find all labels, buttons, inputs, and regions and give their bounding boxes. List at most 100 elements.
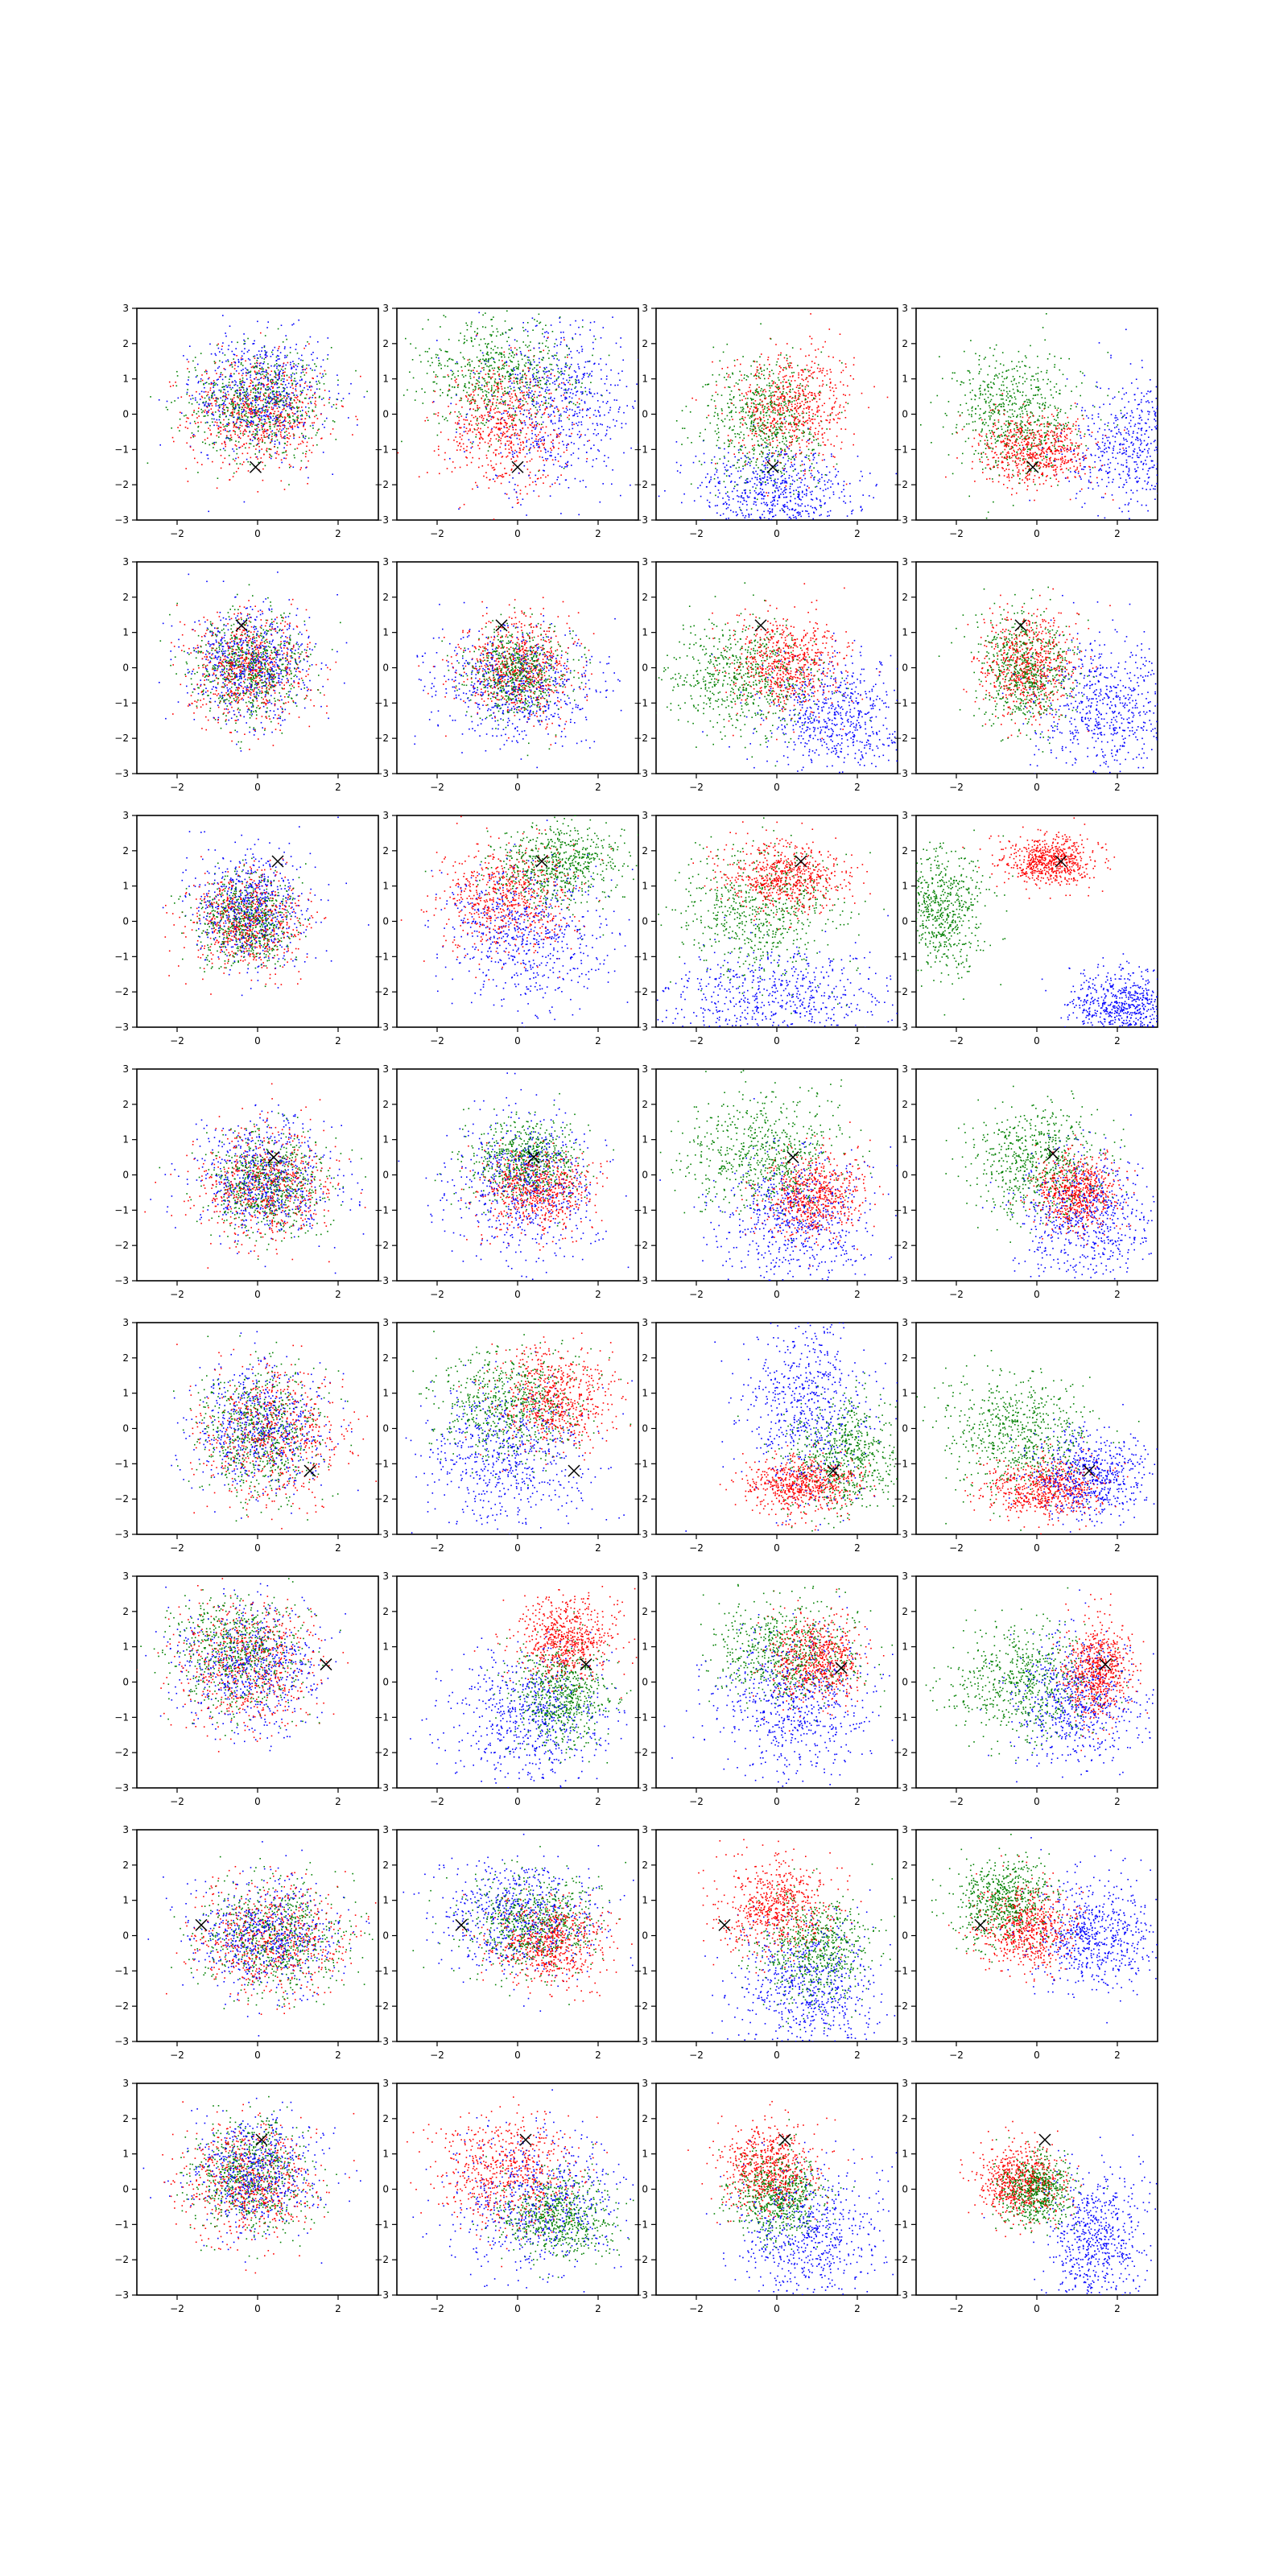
scatter-point-green: [287, 398, 288, 399]
scatter-point-green: [234, 409, 236, 411]
scatter-point-blue: [255, 402, 257, 403]
scatter-point-red: [245, 407, 246, 408]
scatter-point-green: [285, 443, 287, 444]
scatter-point-green: [541, 417, 543, 419]
scatter-point-blue: [586, 394, 588, 396]
scatter-point-blue: [505, 493, 506, 494]
scatter-point-green: [762, 405, 764, 407]
scatter-point-blue: [279, 393, 281, 394]
scatter-point-blue: [233, 421, 234, 423]
scatter-point-red: [555, 482, 556, 484]
scatter-point-blue: [245, 343, 246, 345]
scatter-point-green: [739, 434, 741, 436]
scatter-point-blue: [253, 385, 254, 386]
scatter-point-green: [772, 391, 774, 393]
scatter-point-green: [449, 358, 451, 360]
scatter-point-blue: [514, 369, 515, 371]
scatter-point-red: [207, 394, 208, 395]
scatter-point-blue: [795, 503, 797, 505]
scatter-point-red: [498, 402, 500, 404]
scatter-point-blue: [261, 384, 262, 386]
scatter-point-blue: [290, 386, 291, 388]
scatter-point-blue: [266, 327, 268, 328]
scatter-point-red: [803, 411, 804, 412]
scatter-point-blue: [235, 458, 237, 460]
scatter-point-blue: [795, 509, 797, 510]
scatter-point-blue: [464, 431, 465, 433]
scatter-point-red: [513, 429, 514, 431]
scatter-point-green: [301, 433, 303, 435]
scatter-point-blue: [798, 504, 799, 506]
scatter-point-blue: [478, 378, 480, 379]
scatter-point-blue: [772, 501, 774, 502]
scatter-point-red: [324, 405, 325, 407]
scatter-point-red: [466, 446, 468, 448]
scatter-point-blue: [250, 374, 252, 376]
scatter-point-red: [778, 374, 780, 375]
scatter-point-green: [217, 398, 219, 400]
scatter-point-red: [288, 438, 290, 440]
scatter-point-blue: [265, 421, 266, 423]
scatter-point-red: [309, 450, 311, 452]
scatter-point-red: [525, 456, 526, 458]
scatter-point-red: [271, 370, 273, 372]
scatter-point-blue: [258, 393, 259, 394]
scatter-point-red: [786, 485, 787, 487]
scatter-point-red: [497, 477, 498, 479]
scatter-point-red: [272, 387, 274, 389]
scatter-point-blue: [510, 437, 512, 439]
scatter-point-red: [263, 378, 265, 380]
scatter-point-blue: [597, 433, 599, 435]
scatter-point-red: [541, 440, 543, 441]
scatter-point-blue: [547, 458, 549, 460]
scatter-point-blue: [596, 458, 597, 460]
scatter-point-blue: [526, 382, 527, 383]
scatter-point-blue: [566, 466, 568, 468]
scatter-point-blue: [558, 428, 559, 430]
scatter-point-blue: [279, 391, 280, 393]
scatter-point-green: [240, 425, 242, 427]
scatter-point-red: [784, 357, 786, 359]
scatter-point-blue: [592, 466, 593, 468]
scatter-point-green: [257, 373, 258, 374]
scatter-point-green: [477, 394, 479, 396]
scatter-point-red: [550, 486, 551, 488]
scatter-point-red: [268, 395, 270, 397]
scatter-point-red: [489, 401, 491, 402]
scatter-point-red: [496, 427, 497, 428]
scatter-point-blue: [609, 392, 611, 394]
scatter-point-blue: [243, 411, 245, 412]
scatter-point-red: [543, 474, 544, 476]
scatter-point-green: [500, 402, 502, 403]
y-tick-label: 0: [122, 409, 129, 420]
scatter-point-blue: [195, 398, 196, 399]
scatter-point-green: [799, 437, 800, 439]
scatter-point-blue: [521, 353, 522, 354]
scatter-point-green: [261, 387, 262, 389]
scatter-point-red: [306, 368, 308, 369]
scatter-point-green: [780, 426, 782, 427]
scatter-point-blue: [803, 464, 805, 465]
scatter-point-blue: [738, 449, 740, 451]
scatter-point-blue: [782, 457, 784, 459]
scatter-point-red: [469, 428, 471, 430]
scatter-point-blue: [274, 418, 275, 419]
scatter-point-green: [457, 416, 459, 418]
scatter-point-red: [307, 483, 308, 485]
scatter-point-blue: [293, 467, 295, 469]
scatter-point-red: [479, 361, 481, 362]
scatter-point-red: [814, 393, 815, 394]
scatter-point-red: [287, 441, 288, 443]
scatter-point-red: [817, 410, 819, 411]
scatter-point-green: [557, 365, 559, 367]
scatter-point-blue: [799, 486, 801, 488]
scatter-point-green: [534, 367, 535, 369]
scatter-point-red: [530, 408, 531, 410]
scatter-point-red: [296, 397, 298, 398]
scatter-point-green: [265, 399, 266, 401]
scatter-point-red: [538, 434, 539, 436]
scatter-point-green: [476, 383, 477, 385]
scatter-point-blue: [222, 353, 224, 354]
scatter-point-green: [541, 423, 543, 425]
scatter-point-green: [784, 449, 786, 451]
